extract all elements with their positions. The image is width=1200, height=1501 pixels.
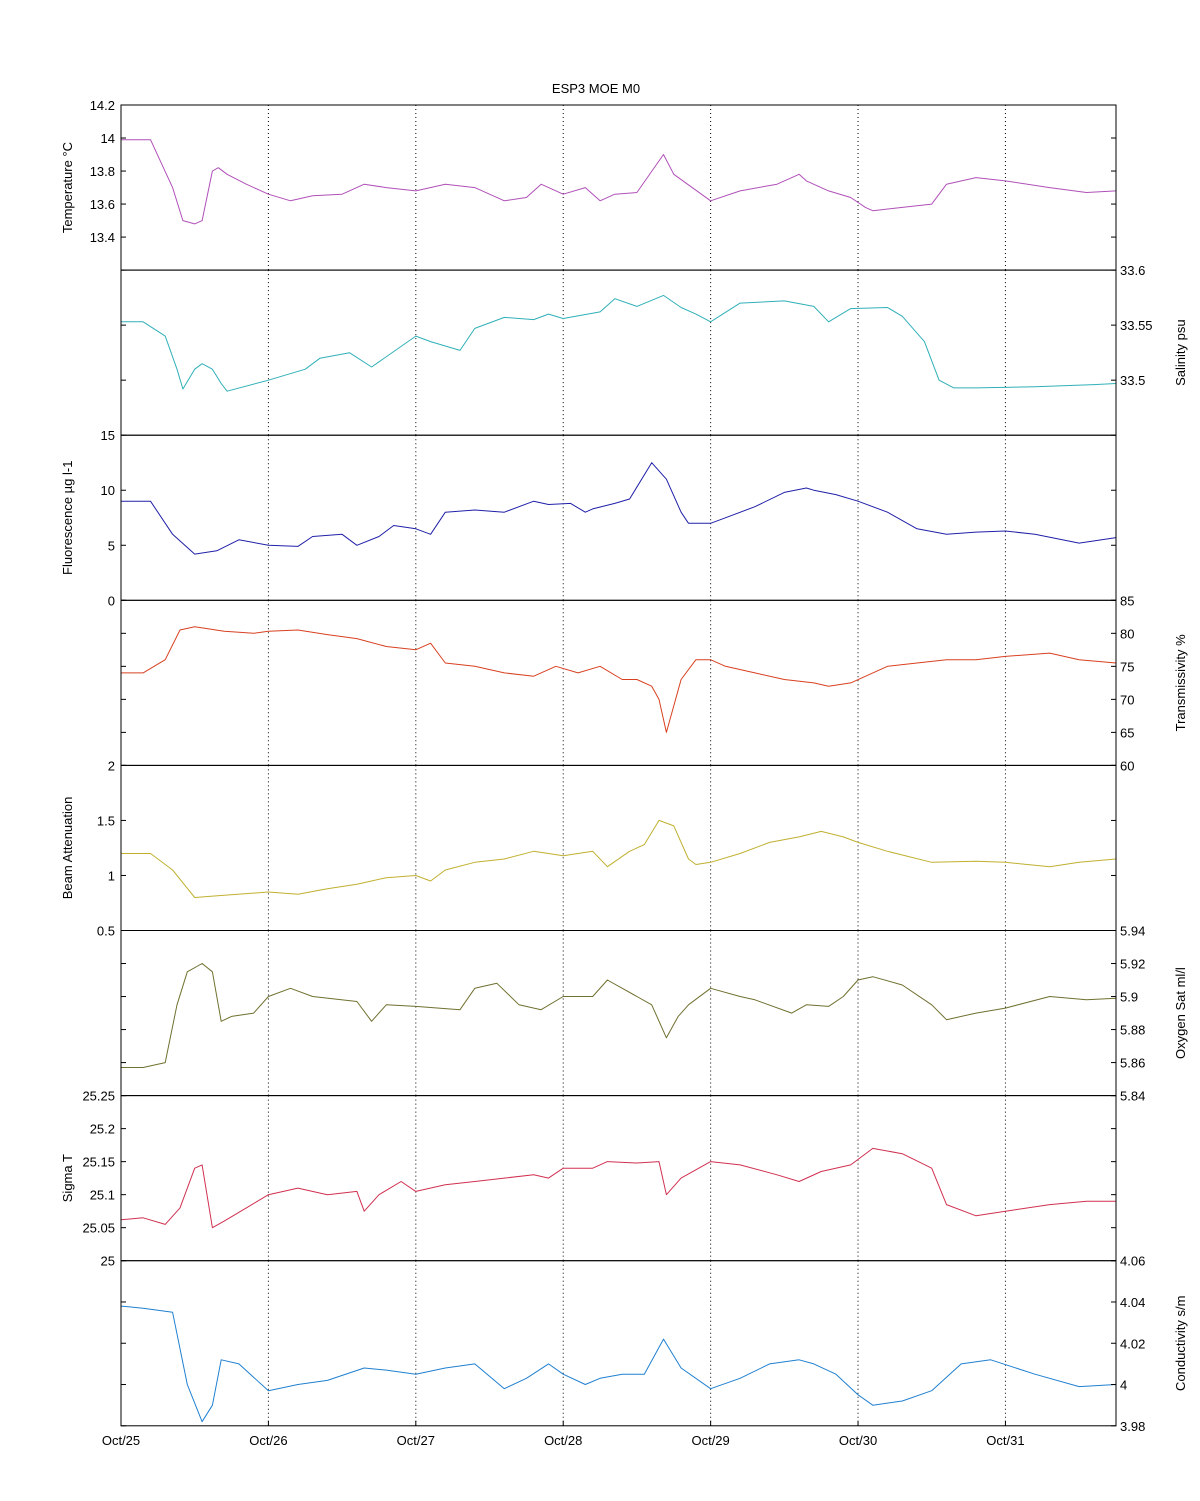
panel-frame	[120, 599, 1117, 766]
series-line-transmissivity	[121, 626, 1117, 733]
y-tick-label: 25.15	[82, 1155, 115, 1170]
series-line-fluorescence-g-l-1	[121, 462, 1117, 555]
y-tick-label: 33.55	[1120, 318, 1153, 333]
panel-fluorescence-g-l-1: 0 5 10 15 Fluorescence µg l-1	[60, 428, 1117, 608]
y-tick-label: 2	[108, 758, 115, 773]
y-axis-label-oxygen-sat-ml-l: Oxygen Sat ml/l	[1173, 967, 1188, 1059]
y-tick-label: 60	[1120, 758, 1134, 773]
panel-frame	[120, 269, 1117, 436]
y-tick-label: 0	[108, 593, 115, 608]
x-tick-label: Oct/28	[544, 1433, 582, 1448]
panel-frame	[120, 434, 1117, 601]
y-tick-label: 10	[101, 483, 115, 498]
panel-frame	[120, 930, 1117, 1097]
y-tick-label: 85	[1120, 593, 1134, 608]
y-tick-label: 25.1	[90, 1188, 115, 1203]
y-tick-label: 5.84	[1120, 1089, 1145, 1104]
y-tick-label: 25.05	[82, 1221, 115, 1236]
y-tick-label: 70	[1120, 692, 1134, 707]
panel-transmissivity: 60 65 70 75 80 85 Transmissivity %	[120, 593, 1188, 773]
y-tick-label: 5.94	[1120, 924, 1145, 939]
y-tick-label: 33.5	[1120, 373, 1145, 388]
panel-conductivity-s-m: 3.98 4 4.02 4.04 4.06 Conductivity s/m	[120, 1254, 1188, 1434]
y-axis-label-salinity-psu: Salinity psu	[1173, 319, 1188, 385]
y-tick-label: 4.04	[1120, 1295, 1145, 1310]
panel-frame	[120, 1260, 1117, 1427]
x-tick-label: Oct/26	[249, 1433, 287, 1448]
y-axis-label-conductivity-s-m: Conductivity s/m	[1173, 1296, 1188, 1391]
x-axis: Oct/25 Oct/26 Oct/27 Oct/28 Oct/29 Oct/30 Oct/…	[102, 1420, 1025, 1448]
x-tick-label: Oct/29	[691, 1433, 729, 1448]
y-tick-label: 80	[1120, 626, 1134, 641]
series-line-beam-attenuation	[121, 819, 1117, 898]
panel-frame	[120, 1095, 1117, 1262]
y-axis-label-beam-attenuation: Beam Attenuation	[60, 797, 75, 900]
y-tick-label: 13.6	[90, 197, 115, 212]
y-tick-label: 14	[101, 131, 115, 146]
y-tick-label: 4	[1120, 1378, 1127, 1393]
panel-salinity-psu: 33.5 33.55 33.6 Salinity psu	[120, 263, 1188, 436]
y-tick-label: 25.2	[90, 1122, 115, 1137]
y-tick-label: 13.8	[90, 164, 115, 179]
y-tick-label: 1.5	[97, 813, 115, 828]
panel-sigma-t: 25 25.05 25.1 25.15 25.2 25.25 Sigma T	[60, 1089, 1117, 1269]
y-axis-label-transmissivity: Transmissivity %	[1173, 634, 1188, 731]
x-tick-label: Oct/27	[397, 1433, 435, 1448]
y-tick-label: 14.2	[90, 98, 115, 113]
y-tick-label: 3.98	[1120, 1419, 1145, 1434]
y-tick-label: 4.06	[1120, 1254, 1145, 1269]
panel-frame	[120, 764, 1117, 932]
y-tick-label: 25.25	[82, 1089, 115, 1104]
series-line-temperature-c	[121, 139, 1117, 225]
y-axis-label-fluorescence-g-l-1: Fluorescence µg l-1	[60, 461, 75, 575]
series-line-conductivity-s-m	[120, 1305, 1117, 1423]
y-tick-label: 1	[108, 868, 115, 883]
y-tick-label: 65	[1120, 725, 1134, 740]
y-axis-label-sigma-t: Sigma T	[60, 1154, 75, 1202]
y-tick-label: 25	[101, 1254, 115, 1269]
y-tick-label: 5	[108, 538, 115, 553]
y-tick-label: 4.02	[1120, 1336, 1145, 1351]
y-tick-label: 5.9	[1120, 990, 1138, 1005]
y-tick-label: 5.88	[1120, 1023, 1145, 1038]
panel-frame	[120, 104, 1117, 271]
y-tick-label: 0.5	[97, 924, 115, 939]
x-tick-label: Oct/25	[102, 1433, 140, 1448]
series-line-oxygen-sat-ml-l	[121, 963, 1117, 1068]
x-tick-label: Oct/31	[986, 1433, 1024, 1448]
chart-title: ESP3 MOE M0	[552, 81, 640, 96]
y-tick-label: 75	[1120, 659, 1134, 674]
panel-beam-attenuation: 0.5 1 1.5 2 Beam Attenuation	[60, 758, 1117, 939]
y-tick-label: 13.4	[90, 230, 115, 245]
y-tick-label: 15	[101, 428, 115, 443]
y-tick-label: 5.86	[1120, 1056, 1145, 1071]
y-axis-label-temperature-c: Temperature °C	[60, 142, 75, 233]
y-tick-label: 5.92	[1120, 957, 1145, 972]
panel-temperature-c: 13.4 13.6 13.8 14 14.2 Temperature °C	[60, 98, 1117, 271]
panel-oxygen-sat-ml-l: 5.84 5.86 5.88 5.9 5.92 5.94 Oxygen Sat ml/l	[120, 924, 1188, 1104]
series-line-salinity-psu	[121, 294, 1117, 392]
x-tick-label: Oct/30	[839, 1433, 877, 1448]
y-tick-label: 33.6	[1120, 263, 1145, 278]
series-line-sigma-t	[120, 1147, 1116, 1229]
